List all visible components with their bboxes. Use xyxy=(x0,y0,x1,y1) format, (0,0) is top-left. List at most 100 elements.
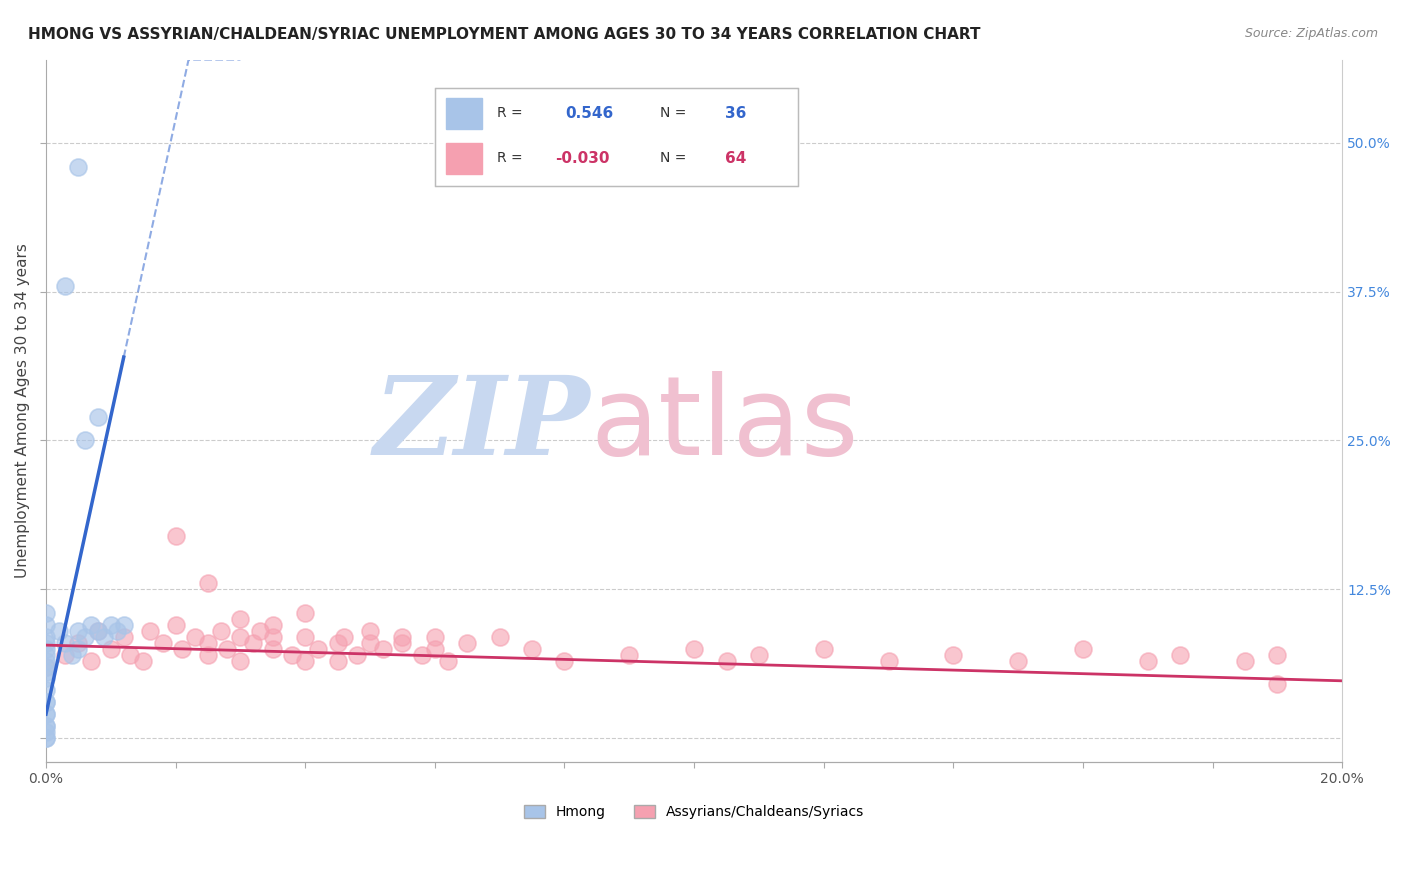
Point xyxy=(55,648,77,662)
Point xyxy=(35,606,58,620)
Point xyxy=(294,654,316,668)
Point xyxy=(197,636,219,650)
Point xyxy=(67,641,90,656)
Text: HMONG VS ASSYRIAN/CHALDEAN/SYRIAC UNEMPLOYMENT AMONG AGES 30 TO 34 YEARS CORRELA: HMONG VS ASSYRIAN/CHALDEAN/SYRIAC UNEMPL… xyxy=(28,27,980,42)
Point xyxy=(73,630,96,644)
Point xyxy=(294,630,316,644)
Point xyxy=(184,630,207,644)
Point xyxy=(100,618,122,632)
Point xyxy=(1234,654,1257,668)
Point xyxy=(35,707,58,722)
Point xyxy=(359,624,381,638)
Point xyxy=(1168,648,1191,662)
Point xyxy=(1136,654,1159,668)
Point xyxy=(35,719,58,733)
Point xyxy=(73,434,96,448)
Point xyxy=(87,624,110,638)
Point xyxy=(294,606,316,620)
Point xyxy=(813,641,835,656)
Point xyxy=(488,630,510,644)
Point xyxy=(55,278,77,293)
Point xyxy=(112,630,135,644)
Point xyxy=(105,624,128,638)
Point xyxy=(1267,677,1289,691)
Point xyxy=(35,654,58,668)
Point xyxy=(132,654,155,668)
Point xyxy=(67,636,90,650)
Point xyxy=(87,409,110,424)
Point xyxy=(100,641,122,656)
Point xyxy=(35,659,58,673)
Point xyxy=(423,641,446,656)
Point xyxy=(748,648,770,662)
Point xyxy=(67,624,90,638)
Point xyxy=(35,618,58,632)
Point xyxy=(391,630,413,644)
Point xyxy=(55,636,77,650)
Point xyxy=(1071,641,1094,656)
Point xyxy=(242,636,264,650)
Point xyxy=(456,636,478,650)
Point xyxy=(35,636,58,650)
Point xyxy=(87,624,110,638)
Point xyxy=(165,528,187,542)
Point xyxy=(80,654,103,668)
Point xyxy=(391,636,413,650)
Point xyxy=(35,719,58,733)
Point xyxy=(371,641,394,656)
Point xyxy=(326,636,349,650)
Point xyxy=(437,654,460,668)
Point xyxy=(35,707,58,722)
Text: atlas: atlas xyxy=(591,371,859,478)
Point xyxy=(35,648,58,662)
Point xyxy=(197,576,219,591)
Point xyxy=(80,618,103,632)
Point xyxy=(35,672,58,686)
Point xyxy=(35,665,58,680)
Point xyxy=(619,648,641,662)
Point xyxy=(35,695,58,709)
Point xyxy=(48,624,70,638)
Point xyxy=(262,630,284,644)
Point xyxy=(1267,648,1289,662)
Point xyxy=(423,630,446,644)
Point xyxy=(249,624,271,638)
Point xyxy=(120,648,142,662)
Point xyxy=(411,648,433,662)
Point xyxy=(359,636,381,650)
Point xyxy=(326,654,349,668)
Text: Source: ZipAtlas.com: Source: ZipAtlas.com xyxy=(1244,27,1378,40)
Point xyxy=(152,636,174,650)
Point xyxy=(229,612,252,626)
Point xyxy=(1007,654,1029,668)
Point xyxy=(209,624,232,638)
Text: ZIP: ZIP xyxy=(374,371,591,478)
Point xyxy=(35,695,58,709)
Point xyxy=(346,648,368,662)
Point xyxy=(281,648,304,662)
Point xyxy=(138,624,160,638)
Point xyxy=(35,630,58,644)
Point xyxy=(683,641,706,656)
Point xyxy=(35,725,58,739)
Point xyxy=(716,654,738,668)
Legend: Hmong, Assyrians/Chaldeans/Syriacs: Hmong, Assyrians/Chaldeans/Syriacs xyxy=(519,800,870,825)
Point xyxy=(35,683,58,698)
Point xyxy=(112,618,135,632)
Point xyxy=(229,630,252,644)
Point xyxy=(262,618,284,632)
Point xyxy=(172,641,194,656)
Y-axis label: Unemployment Among Ages 30 to 34 years: Unemployment Among Ages 30 to 34 years xyxy=(15,244,30,578)
Point xyxy=(35,731,58,745)
Point xyxy=(942,648,965,662)
Point xyxy=(333,630,356,644)
Point xyxy=(93,630,115,644)
Point xyxy=(60,648,83,662)
Point xyxy=(165,618,187,632)
Point xyxy=(307,641,329,656)
Point xyxy=(35,641,58,656)
Point xyxy=(67,160,90,174)
Point xyxy=(217,641,239,656)
Point xyxy=(229,654,252,668)
Point xyxy=(197,648,219,662)
